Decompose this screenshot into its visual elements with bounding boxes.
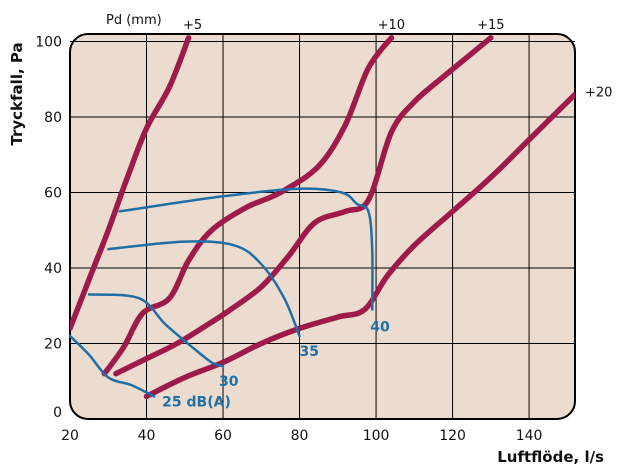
plot-background [70,34,575,419]
pressure-drop-curve-label: +20 [585,85,612,100]
sound-level-curve [87,293,225,368]
x-tick-label: 60 [214,428,232,444]
sound-level-curves [68,187,374,398]
sound-level-curve-label: 30 [219,374,239,390]
sound-level-curve [118,187,374,311]
pd-header: Pd (mm) [106,13,162,28]
pressure-drop-curve-label: +15 [477,18,504,33]
y-tick-labels: 0 20 40 60 80 100 [35,35,62,421]
y-tick-label: 100 [35,35,62,51]
sound-level-curve [107,240,301,338]
x-tick-label: 40 [138,428,156,444]
x-tick-label: 80 [291,428,309,444]
x-tick-label: 140 [516,428,543,444]
pressure-drop-curve-label: +10 [378,18,405,33]
pressure-drop-curve [143,91,575,400]
pressure-drop-curve [113,35,494,377]
x-tick-label: 20 [61,428,79,444]
x-tick-label: 100 [363,428,390,444]
grid-lines [70,34,575,419]
pressure-drop-curves [70,35,575,400]
x-tick-label: 120 [439,428,466,444]
pressure-drop-curve [70,35,192,332]
sound-level-curve [68,334,156,398]
sound-level-labels: 25 dB(A) 30 35 40 [162,320,390,411]
y-tick-label: 40 [44,261,62,277]
sound-level-curve-label: 35 [300,344,319,360]
sound-level-curve-label: 40 [370,320,390,336]
y-tick-label: 0 [53,405,62,421]
pressure-drop-curve [101,35,395,377]
y-axis-title: Tryckfall, Pa [8,42,26,145]
x-tick-labels: 20 40 60 80 100 120 140 [61,428,542,444]
y-tick-label: 80 [44,110,62,126]
pressure-drop-curve-label: +5 [183,18,202,33]
y-tick-label: 20 [44,337,62,353]
pressure-drop-labels: +5 +10 +15 +20 [183,18,612,101]
y-tick-label: 60 [44,186,62,202]
plot-frame [69,33,576,420]
x-axis-title: Luftflöde, l/s [497,448,604,466]
sound-level-curve-label: 25 dB(A) [162,394,231,410]
